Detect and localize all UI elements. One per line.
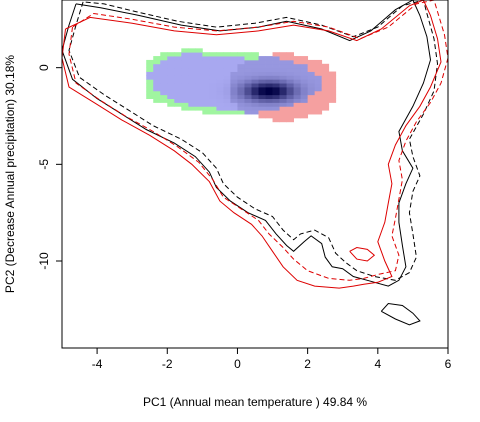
contour-line-5	[380, 302, 421, 326]
x-tick-label: -2	[162, 357, 173, 371]
x-axis-label: PC1 (Annual mean temperature ) 49.84 %	[143, 395, 367, 409]
density-raster	[146, 48, 337, 123]
contour-lines	[61, 0, 449, 326]
x-axis: -4 -2 0 2 4 6	[92, 347, 452, 371]
y-tick-label: -5	[37, 159, 51, 170]
contour-line-2	[68, 0, 439, 281]
y-tick-label: -10	[37, 252, 51, 270]
x-tick-label: 4	[374, 357, 381, 371]
x-tick-label: -4	[92, 357, 103, 371]
x-tick-label: 0	[234, 357, 241, 371]
contour-line-1	[61, 0, 432, 287]
contour-line-6	[349, 246, 376, 262]
x-tick-label: 6	[445, 357, 452, 371]
contour-line-3	[61, 0, 442, 289]
contour-line-4	[68, 0, 449, 281]
y-axis: 0 -5 -10	[37, 64, 62, 270]
y-axis-label: PC2 (Decrease Annual precipitation) 30.1…	[3, 55, 17, 293]
y-tick-label: 0	[37, 64, 51, 71]
x-tick-label: 2	[304, 357, 311, 371]
